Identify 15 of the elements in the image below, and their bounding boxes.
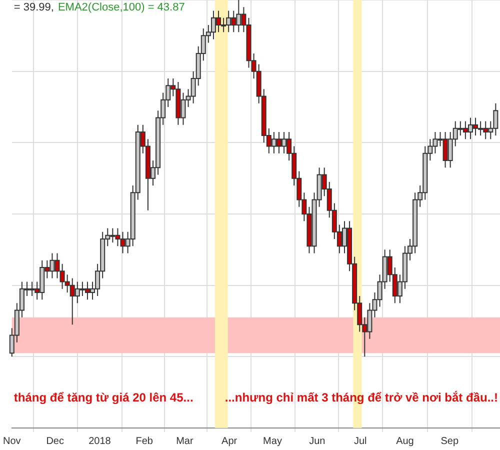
x-tick-label: Dec [46,436,64,447]
x-tick-label: Jun [309,436,326,447]
text: tháng để tăng từ giá 20 lên 45... [14,390,194,404]
x-tick-label: Mar [176,436,194,447]
text: ...nhưng chỉ mất 3 tháng để trở về nơi bắt đầu..! [224,390,498,404]
x-tick-label: May [263,436,282,447]
x-tick-label: Apr [222,436,238,447]
x-tick-label: Feb [136,436,154,447]
x-tick-label: Jul [354,436,367,447]
annotation: EMA2(Close,100) = 43.87 [58,2,185,14]
x-tick-label: 2018 [88,436,112,447]
x-tick-label: Nov [2,436,21,447]
x-tick-label: Aug [396,436,414,447]
x-tick-label: Sep [440,436,459,447]
annotation: = 39.99, [14,2,54,14]
